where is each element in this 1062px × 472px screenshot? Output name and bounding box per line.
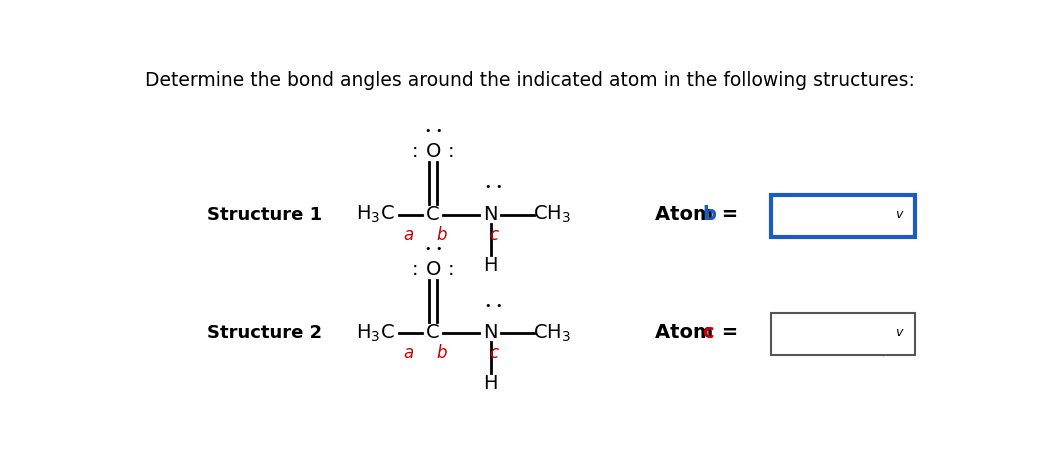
Text: Determine the bond angles around the indicated atom in the following structures:: Determine the bond angles around the ind… [145, 71, 915, 90]
Text: C: C [426, 205, 440, 224]
FancyBboxPatch shape [771, 313, 914, 354]
Text: H$_3$C: H$_3$C [356, 204, 395, 226]
Text: c: c [702, 323, 714, 342]
Text: b: b [702, 205, 716, 224]
Text: N: N [483, 323, 498, 342]
Text: O: O [426, 142, 441, 160]
Text: H: H [483, 256, 498, 275]
Text: N: N [483, 205, 498, 224]
Text: v: v [895, 326, 903, 339]
Text: :: : [448, 142, 455, 160]
Text: •: • [484, 183, 491, 193]
Text: c: c [490, 344, 499, 362]
Text: :: : [448, 260, 455, 279]
Text: •: • [484, 301, 491, 311]
Text: c: c [490, 226, 499, 244]
Text: =: = [716, 205, 739, 224]
Text: v: v [895, 208, 903, 221]
Text: Atom: Atom [655, 323, 720, 342]
Text: •: • [424, 244, 431, 254]
Text: •: • [424, 126, 431, 136]
Text: =: = [716, 323, 739, 342]
Text: Structure 1: Structure 1 [207, 206, 322, 224]
Text: •: • [435, 244, 442, 254]
Text: H: H [483, 374, 498, 393]
Text: H$_3$C: H$_3$C [356, 322, 395, 344]
Text: O: O [426, 260, 441, 279]
Text: b: b [436, 226, 447, 244]
Text: Atom: Atom [655, 205, 720, 224]
Text: C: C [426, 323, 440, 342]
Text: •: • [495, 301, 501, 311]
Text: a: a [404, 226, 413, 244]
Text: :: : [412, 142, 418, 160]
Text: b: b [436, 344, 447, 362]
FancyBboxPatch shape [771, 195, 914, 236]
Text: CH$_3$: CH$_3$ [533, 204, 571, 226]
Text: •: • [435, 126, 442, 136]
Text: •: • [495, 183, 501, 193]
Text: Structure 2: Structure 2 [207, 324, 322, 342]
Text: CH$_3$: CH$_3$ [533, 322, 571, 344]
Text: :: : [412, 260, 418, 279]
Text: a: a [404, 344, 413, 362]
